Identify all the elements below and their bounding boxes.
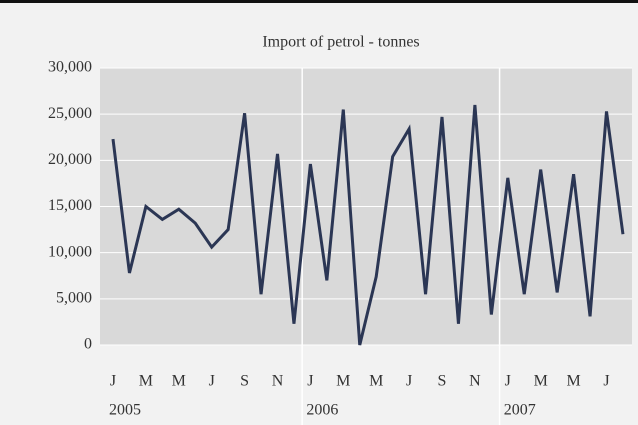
y-tick-label: 20,000 bbox=[48, 151, 92, 168]
group-label: 2006 bbox=[306, 402, 338, 419]
x-tick-label: J bbox=[406, 373, 412, 390]
line-series bbox=[111, 104, 625, 346]
x-tick-label: M bbox=[139, 373, 153, 390]
x-tick-label: J bbox=[603, 373, 609, 390]
x-tick-label: S bbox=[240, 373, 249, 390]
x-tick-label: N bbox=[469, 373, 481, 390]
x-tick-label: M bbox=[336, 373, 350, 390]
x-tick-label: M bbox=[566, 373, 580, 390]
x-tick-label: S bbox=[438, 373, 447, 390]
x-tick-label: J bbox=[209, 373, 215, 390]
y-tick-label: 5,000 bbox=[56, 290, 92, 307]
y-tick-label: 15,000 bbox=[48, 197, 92, 214]
y-tick-label: 10,000 bbox=[48, 243, 92, 260]
x-tick-label: J bbox=[110, 373, 116, 390]
x-tick-label: M bbox=[534, 373, 548, 390]
y-tick-label: 0 bbox=[84, 336, 92, 353]
y-tick-label: 25,000 bbox=[48, 105, 92, 122]
top-bar bbox=[0, 0, 638, 3]
x-tick-label: N bbox=[272, 373, 284, 390]
x-tick-label: M bbox=[172, 373, 186, 390]
chart-title: Import of petrol - tonnes bbox=[262, 34, 419, 51]
group-label: 2005 bbox=[109, 402, 141, 419]
x-tick-label: J bbox=[505, 373, 511, 390]
y-tick-label: 30,000 bbox=[48, 59, 92, 76]
x-tick-label: J bbox=[307, 373, 313, 390]
group-label: 2007 bbox=[504, 402, 536, 419]
x-tick-label: M bbox=[369, 373, 383, 390]
